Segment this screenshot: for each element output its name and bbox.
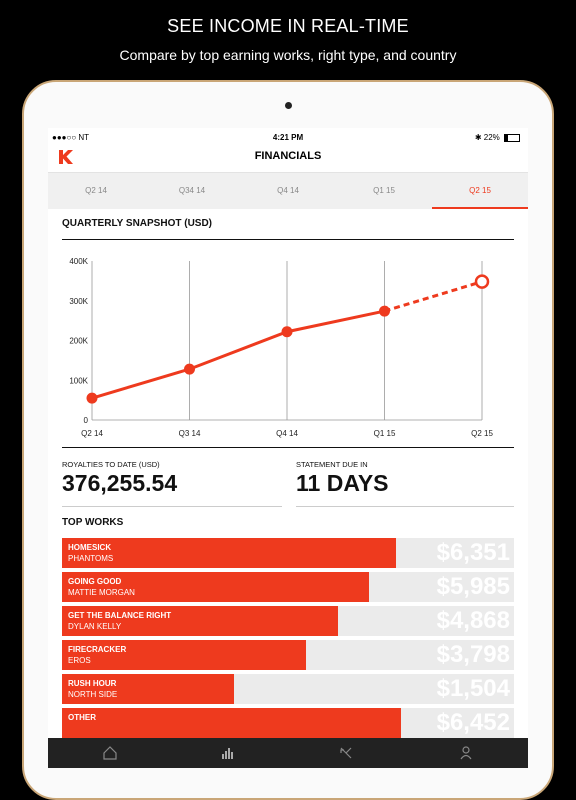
top-work-row[interactable]: $5,985 GOING GOOD MATTIE MORGAN — [62, 572, 514, 602]
work-artist: NORTH SIDE — [68, 690, 118, 699]
x-tick-label: Q3 14 — [179, 429, 201, 438]
data-point[interactable] — [379, 305, 390, 317]
tab-q1-15[interactable]: Q1 15 — [373, 186, 395, 195]
work-title: GOING GOOD — [68, 577, 122, 586]
work-title: GET THE BALANCE RIGHT — [68, 611, 172, 620]
bottom-tab-bar — [48, 738, 528, 768]
earnings-bar — [62, 674, 234, 704]
bluetooth-icon: ✱ — [474, 133, 482, 142]
y-tick-label: 0 — [84, 416, 89, 425]
x-tick-label: Q1 15 — [374, 429, 396, 438]
top-work-row[interactable]: $1,504 RUSH HOUR NORTH SIDE — [62, 674, 514, 704]
top-works-title: TOP WORKS — [62, 517, 124, 528]
series-line — [91, 309, 385, 400]
battery-percent: 22% — [483, 133, 500, 142]
tab-q2-15[interactable]: Q2 15 — [432, 173, 528, 209]
page-title: FINANCIALS — [254, 150, 322, 162]
work-artist: MATTIE MORGAN — [68, 588, 135, 597]
projected-line — [384, 280, 483, 313]
data-point[interactable] — [86, 392, 98, 404]
carrier-signal: ●●●○○ NT — [52, 133, 90, 142]
earnings-bar — [62, 606, 338, 636]
tab-q4-14[interactable]: Q4 14 — [277, 186, 299, 195]
earnings-bar — [62, 572, 370, 602]
chart-divider — [62, 447, 514, 448]
top-work-row[interactable]: $6,351 HOMESICK PHANTOMS — [62, 538, 514, 568]
stat-divider-right — [296, 506, 514, 507]
x-tick-label: Q4 14 — [276, 429, 298, 438]
work-amount: $4,868 — [436, 607, 510, 634]
work-artist: EROS — [68, 656, 91, 665]
chart-bars-icon[interactable] — [220, 745, 236, 761]
statement-due-value: 11 DAYS — [296, 470, 389, 496]
royalties-label: ROYALTIES TO DATE (USD) — [62, 460, 160, 469]
k-logo-icon[interactable] — [58, 149, 74, 165]
work-artist: PHANTOMS — [68, 554, 114, 563]
status-bar: ●●●○○ NT 4:21 PM ✱ 22% — [48, 128, 528, 146]
quarter-tabs: Q2 14 Q34 14 Q4 14 Q1 15 Q2 15 — [48, 172, 528, 209]
earnings-bar — [62, 538, 397, 568]
tab-q2-14[interactable]: Q2 14 — [85, 186, 107, 195]
top-work-row[interactable]: $6,452 OTHER — [62, 708, 514, 738]
y-tick-label: 400K — [69, 257, 88, 266]
nav-bar: FINANCIALS — [48, 146, 528, 172]
work-amount: $6,351 — [436, 539, 510, 566]
work-title: FIRECRACKER — [68, 645, 127, 654]
status-time: 4:21 PM — [272, 133, 304, 142]
home-icon[interactable] — [102, 745, 118, 761]
work-amount: $3,798 — [436, 641, 510, 668]
quarterly-line-chart: 0 100K 200K 300K 400K Q2 14 Q3 14 Q4 14 Q1 15 Q2 … — [69, 257, 493, 438]
merge-arrows-icon[interactable] — [338, 745, 354, 761]
y-tick-label: 200K — [69, 337, 88, 346]
work-artist: DYLAN KELLY — [68, 622, 122, 631]
earnings-bar — [62, 640, 307, 670]
camera-dot — [285, 102, 292, 109]
y-tick-label: 300K — [69, 297, 88, 306]
royalties-value: 376,255.54 — [62, 470, 178, 496]
app-screen: ●●●○○ NT 4:21 PM ✱ 22% FINANCIALS Q2 14 … — [48, 128, 528, 768]
work-amount: $1,504 — [436, 675, 510, 702]
work-amount: $6,452 — [436, 709, 510, 736]
work-amount: $5,985 — [436, 573, 510, 600]
tab-q3-14[interactable]: Q34 14 — [178, 186, 206, 195]
work-title: HOMESICK — [68, 543, 112, 552]
x-tick-label: Q2 15 — [471, 429, 493, 438]
battery-icon — [504, 133, 520, 142]
stat-divider-left — [62, 506, 282, 507]
top-work-row[interactable]: $3,798 FIRECRACKER EROS — [62, 640, 514, 670]
promo-title: SEE INCOME IN REAL-TIME — [167, 16, 409, 36]
profile-icon[interactable] — [458, 745, 474, 761]
work-title: RUSH HOUR — [68, 679, 117, 688]
earnings-bar — [62, 708, 401, 738]
snapshot-divider — [62, 239, 514, 240]
projected-point[interactable] — [474, 274, 490, 289]
data-point[interactable] — [184, 363, 195, 375]
y-tick-label: 100K — [69, 376, 88, 385]
promo-subtitle: Compare by top earning works, right type… — [119, 47, 457, 63]
data-point[interactable] — [281, 326, 293, 338]
work-title: OTHER — [68, 713, 96, 722]
statement-due-label: STATEMENT DUE IN — [296, 460, 368, 469]
battery-status: ✱ 22% — [475, 133, 520, 142]
top-work-row[interactable]: $4,868 GET THE BALANCE RIGHT DYLAN KELLY — [62, 606, 514, 636]
snapshot-title: QUARTERLY SNAPSHOT (USD) — [62, 218, 213, 229]
x-tick-label: Q2 14 — [81, 429, 103, 438]
